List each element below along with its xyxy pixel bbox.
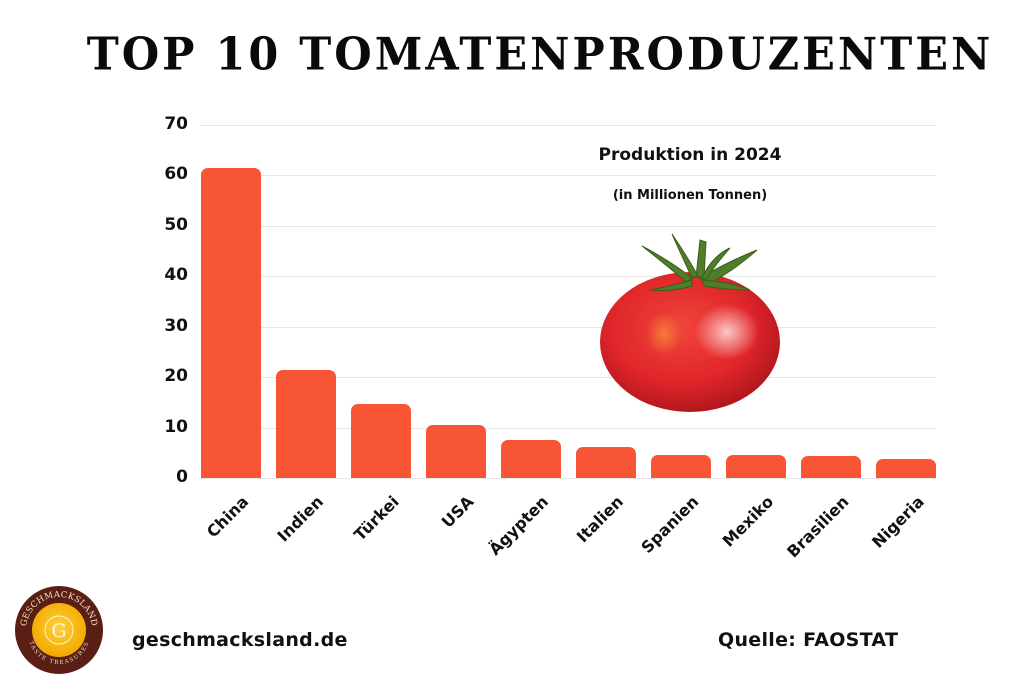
bar-türkei: [351, 403, 411, 478]
gridline: [201, 276, 935, 277]
x-tick-label: Ägypten: [485, 492, 553, 559]
y-tick-label: 0: [176, 467, 188, 487]
website-link[interactable]: geschmacksland.de: [132, 629, 348, 651]
x-tick-label: Spanien: [637, 492, 703, 557]
inset-subtitle: (in Millionen Tonnen): [612, 188, 768, 203]
x-tick-label: Brasilien: [783, 492, 853, 562]
y-tick-label: 40: [164, 265, 188, 285]
x-tick-label: USA: [437, 492, 478, 532]
y-tick-label: 70: [164, 114, 188, 134]
gridline: [201, 226, 935, 227]
gridline: [201, 377, 935, 378]
gridline: [201, 175, 935, 176]
y-tick-label: 30: [164, 316, 188, 336]
bar-ägypten: [501, 440, 561, 478]
bar-indien: [276, 369, 336, 478]
tomato-icon: [600, 233, 780, 412]
x-tick-label: Mexiko: [718, 492, 778, 551]
x-tick-label: Nigeria: [868, 492, 928, 552]
gridline: [201, 125, 935, 126]
geschmacksland-logo: G GESCHMACKSLAND TASTE TREASURES: [15, 586, 103, 674]
bar-usa: [426, 424, 486, 478]
inset-title: Produktion in 2024: [598, 145, 782, 165]
svg-text:G: G: [51, 620, 66, 642]
bar-spanien: [651, 454, 711, 478]
bar-mexiko: [726, 455, 786, 478]
bar-china: [201, 167, 261, 478]
chart-title: TOP 10 TOMATENPRODUZENTEN: [86, 28, 994, 82]
x-tick-label: Italien: [572, 492, 628, 547]
gridline: [201, 327, 935, 328]
bar-nigeria: [876, 458, 936, 478]
bar-brasilien: [801, 455, 861, 478]
y-tick-label: 50: [164, 215, 188, 235]
x-tick-label: China: [202, 492, 253, 542]
bar-italien: [576, 447, 636, 478]
y-tick-label: 60: [164, 164, 188, 184]
gridline: [201, 478, 935, 479]
source-label: Quelle: FAOSTAT: [718, 629, 899, 651]
gridline: [201, 428, 935, 429]
y-tick-label: 20: [164, 366, 188, 386]
x-tick-label: Indien: [273, 492, 327, 546]
y-tick-label: 10: [164, 417, 188, 437]
x-tick-label: Türkei: [350, 492, 403, 545]
